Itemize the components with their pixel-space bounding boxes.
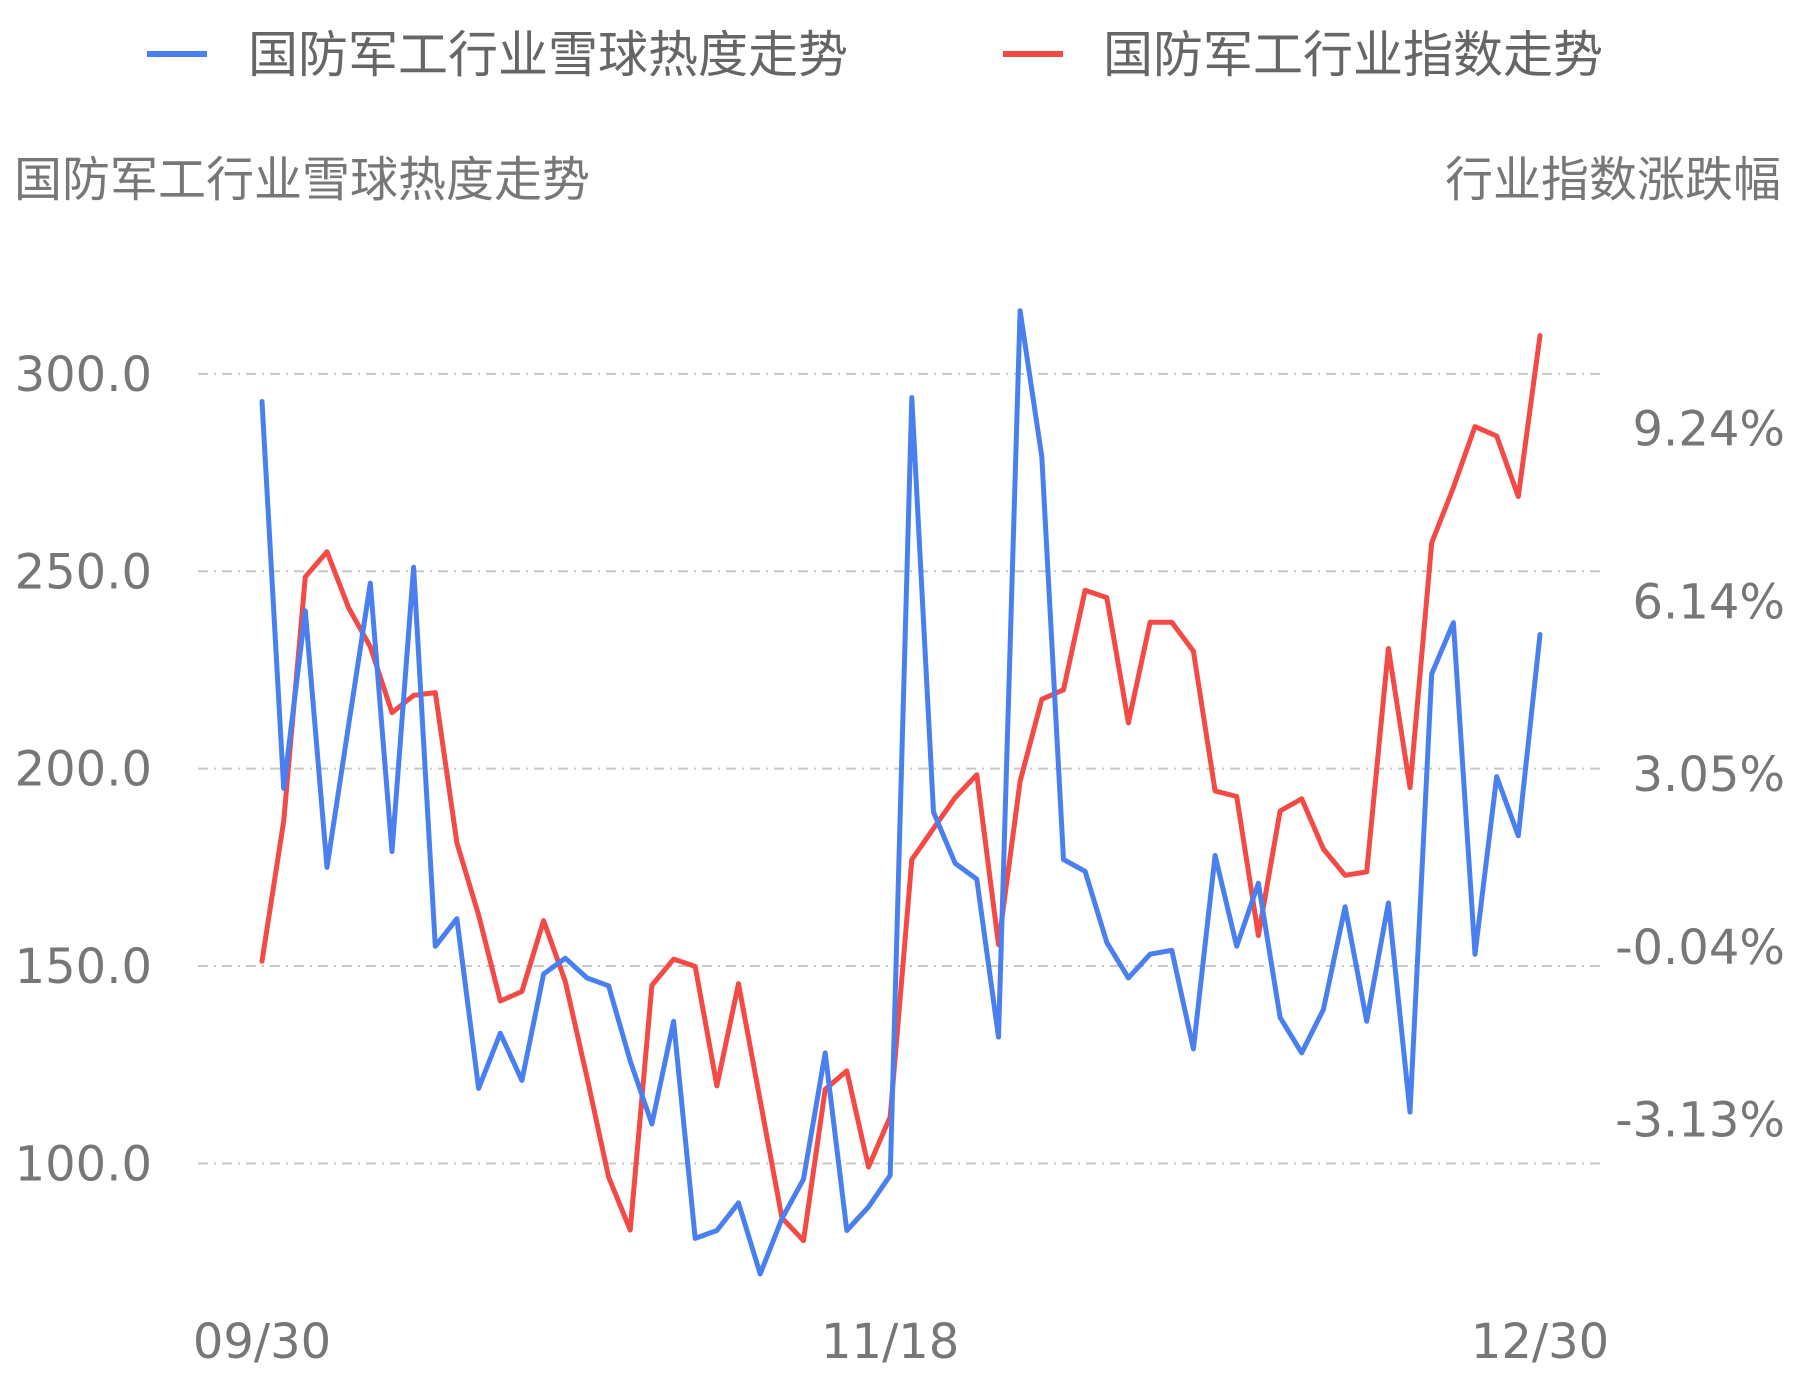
left-tick-label: 200.0 (15, 742, 152, 798)
left-tick-label: 150.0 (15, 939, 152, 995)
right-axis-title: 行业指数涨跌幅 (1445, 152, 1781, 208)
legend: 国防军工行业雪球热度走势 国防军工行业指数走势 (147, 26, 1603, 84)
x-tick-label: 09/30 (193, 1314, 331, 1370)
right-axis-ticks: -3.13% -0.04% 3.05% 6.14% 9.24% (1615, 401, 1785, 1148)
series-line-index (259, 333, 1543, 1244)
x-tick-label: 11/18 (821, 1314, 959, 1370)
series-line-heat (259, 308, 1543, 1277)
x-axis-ticks: 09/30 11/18 12/30 (193, 1314, 1609, 1370)
left-axis-title: 国防军工行业雪球热度走势 (14, 152, 590, 208)
right-tick-label: 3.05% (1633, 747, 1785, 803)
legend-label-heat: 国防军工行业雪球热度走势 (248, 26, 848, 84)
series-lines (259, 308, 1543, 1277)
right-tick-label: 9.24% (1633, 401, 1785, 457)
right-tick-label: 6.14% (1633, 575, 1785, 631)
left-axis-ticks: 100.0 150.0 200.0 250.0 300.0 (15, 347, 152, 1193)
left-tick-label: 100.0 (15, 1136, 152, 1192)
right-tick-label: -0.04% (1615, 920, 1785, 976)
left-tick-label: 250.0 (15, 544, 152, 600)
right-tick-label: -3.13% (1615, 1092, 1785, 1148)
left-tick-label: 300.0 (15, 347, 152, 403)
x-tick-label: 12/30 (1471, 1314, 1609, 1370)
legend-label-index: 国防军工行业指数走势 (1103, 26, 1603, 84)
